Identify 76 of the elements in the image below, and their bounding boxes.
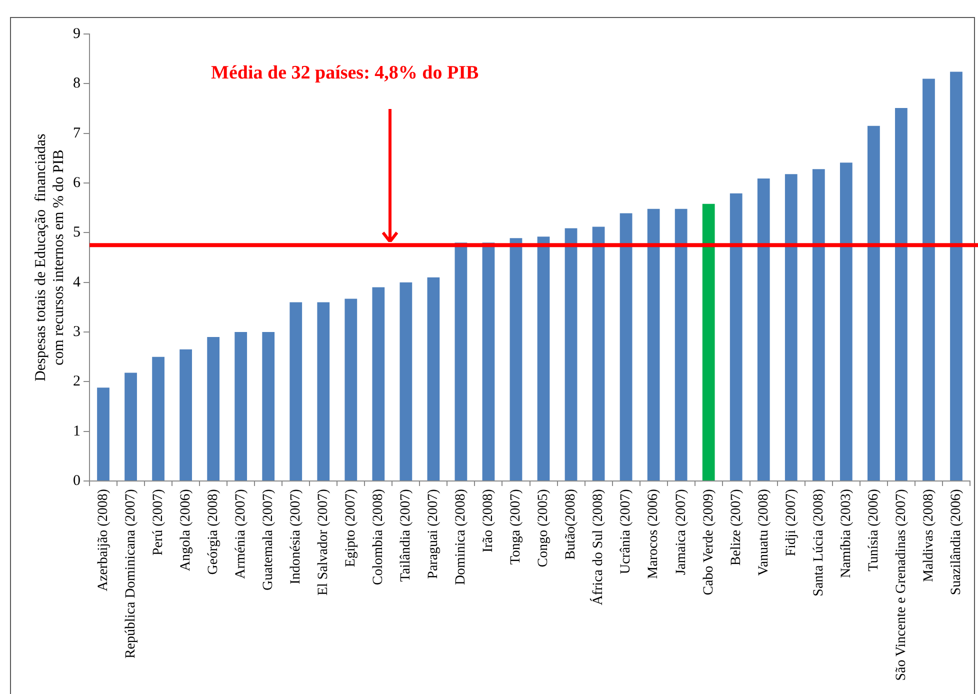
bar [372, 287, 385, 481]
x-tick-label: Butão(2008) [564, 488, 579, 560]
y-tick-label: 2 [73, 374, 80, 390]
y-axis-title: Despesas totais de Educação financiadas com recursos internos em % do PIB [32, 133, 67, 382]
x-tick-label: Santa Lúcia (2008) [811, 488, 826, 596]
y-tick-label: 8 [73, 76, 80, 92]
bar [950, 72, 962, 481]
y-tick-label: 9 [73, 26, 80, 42]
bar [234, 332, 248, 481]
y-tick-label: 4 [73, 274, 81, 290]
y-tick-label: 1 [73, 423, 80, 440]
bar [510, 238, 522, 481]
x-tick-label: Indonésia (2007) [288, 488, 304, 584]
bar [537, 236, 550, 481]
bar [427, 277, 440, 481]
x-tick-label: Cabo Verde (2009) [701, 488, 716, 596]
x-tick-label: Geórgia (2008) [206, 488, 221, 575]
bar [152, 356, 164, 481]
bar [784, 174, 798, 481]
x-tick-label: El Salvador (2007) [316, 488, 332, 596]
y-tick-label: 5 [73, 224, 80, 241]
annotation: Média de 32 países: 4,8% do PIB [211, 62, 479, 84]
bar [344, 298, 358, 481]
bar [400, 282, 412, 481]
x-tick-label: Maldivas (2008) [921, 488, 936, 582]
x-tick-label: Paraguai (2007) [426, 488, 442, 579]
x-tick-label: Azerbaijão (2008) [96, 488, 111, 592]
x-tick-label: Perú (2007) [150, 488, 166, 556]
bar [207, 336, 220, 481]
x-tick-label: Jamaica (2007) [674, 488, 689, 575]
bar [124, 372, 137, 481]
bar [922, 78, 935, 481]
y-tick-label: 3 [73, 324, 80, 340]
x-tick-label: República Dominicana (2007) [123, 488, 138, 659]
y-tick-label: 6 [73, 174, 81, 191]
x-tick-label: Tonga (2007) [508, 488, 524, 565]
bar [647, 208, 660, 481]
bar [674, 208, 688, 481]
y-tick-label: 0 [73, 472, 80, 489]
x-tick-label: Marocos (2006) [646, 488, 662, 579]
x-tick-label: Tunísia (2006) [866, 488, 882, 572]
x-tick-label: África do Sul (2008) [589, 488, 606, 606]
bar [702, 204, 715, 481]
x-tick-label: Fidji (2007) [784, 488, 799, 556]
y-tick-label: 7 [73, 125, 81, 142]
bar [564, 228, 578, 481]
x-tick-label: Egipto (2007) [344, 488, 359, 568]
bar [180, 349, 192, 481]
x-tick-label: São Vincente e Grenadinas (2007) [894, 488, 909, 681]
bar [895, 108, 908, 481]
x-tick-label: Namíbia (2003) [838, 488, 854, 578]
x-tick-label: Dominica (2008) [454, 488, 469, 586]
x-tick-label: Vanuatu (2008) [756, 488, 772, 576]
x-tick-label: Belize (2007) [728, 488, 744, 566]
bar [262, 332, 275, 481]
x-tick-label: Tailândia (2007) [398, 488, 414, 582]
bar [290, 302, 302, 481]
x-tick-label: Irão (2008) [481, 488, 496, 552]
x-tick-label: Angola (2006) [178, 488, 194, 572]
bar [454, 242, 468, 481]
bar [317, 302, 330, 481]
x-tick-label: Congo (2005) [536, 488, 552, 568]
bar [620, 213, 632, 481]
bar [730, 193, 742, 481]
x-tick-label: Guatemala (2007) [261, 488, 276, 590]
x-tick-label: Ucrânia (2007) [618, 488, 634, 574]
x-tick-label: Arménia (2007) [234, 488, 249, 579]
x-tick-label: Colombia (2008) [371, 488, 386, 586]
bar [592, 226, 605, 481]
bar [97, 388, 110, 481]
bar [482, 242, 495, 481]
x-tick-label: Suazilândia (2006) [948, 488, 964, 596]
bar [812, 169, 825, 481]
bar [757, 178, 770, 481]
bar [840, 162, 852, 481]
bar [868, 126, 880, 481]
